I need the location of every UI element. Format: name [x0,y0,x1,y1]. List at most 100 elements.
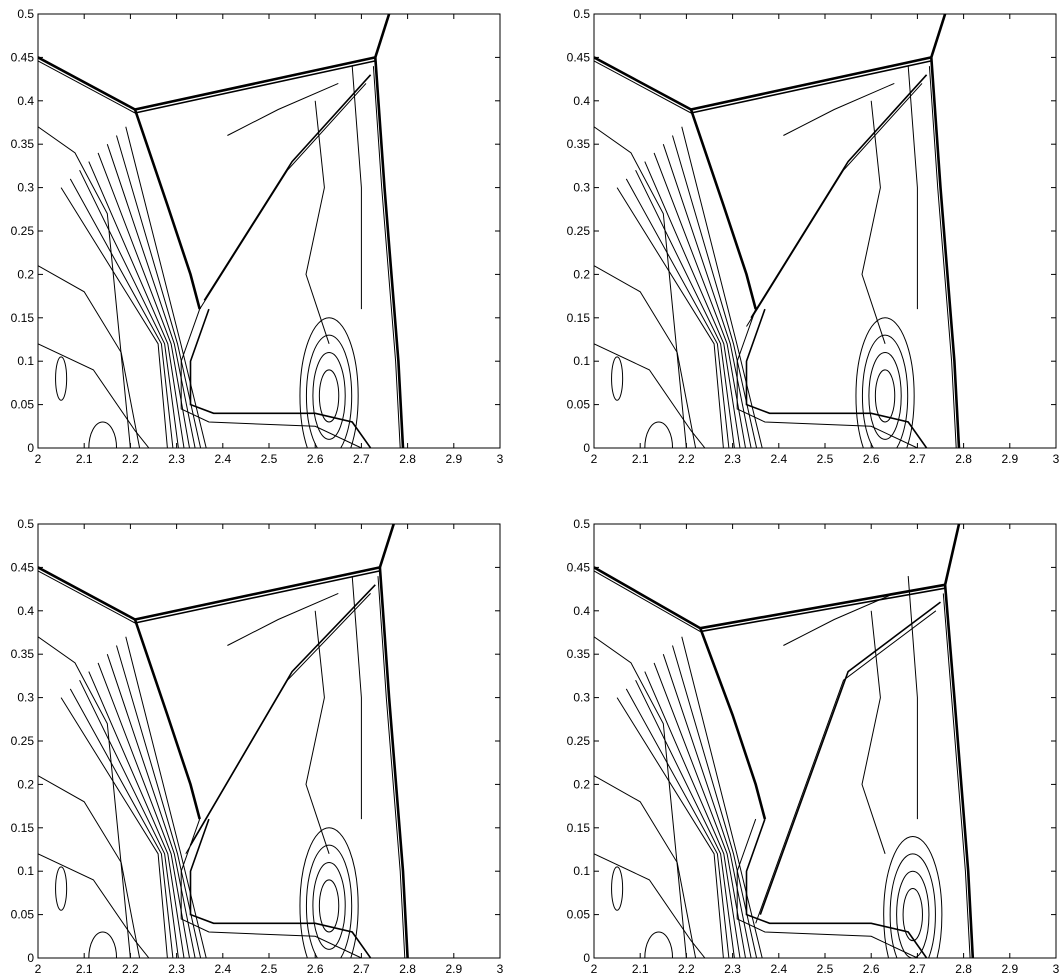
mach-stem-edge [942,593,971,958]
mach-stem-edge [377,576,406,958]
corner-contour [644,931,674,958]
wall-jet-outer [180,818,362,958]
expansion-contour [116,645,202,958]
contour-lines [38,524,409,958]
expansion-contour [125,126,207,448]
wall-jet-outer [736,308,918,448]
left-arc-contour [38,775,141,958]
wall-jet-outer [180,308,362,448]
incident-shock-edge [38,60,136,114]
y-tick-label: 0.3 [17,181,34,195]
expansion-contour [635,679,735,958]
y-tick-label: 0.45 [567,560,591,574]
reflected-shock [134,566,381,621]
y-tick-label: 0.35 [11,647,35,661]
x-tick-label: 2.3 [168,452,185,466]
left-arc-contour [594,265,697,448]
curved-shock [133,109,201,310]
wavy-contour [305,610,330,854]
y-tick-label: 0.5 [573,517,590,531]
x-tick-label: 2.4 [214,452,231,466]
slip-line [203,74,372,301]
expansion-contour [106,654,196,958]
incident-shock [38,56,136,111]
mach-stem [930,57,961,448]
incident-shock-edge [38,570,136,624]
contour-lines [594,14,961,448]
upper-shock [374,14,391,58]
expansion-contour [625,688,730,958]
left-arc-contour [594,636,687,958]
y-tick-label: 0.2 [573,267,590,281]
x-tick-label: 2.9 [445,452,462,466]
x-tick-label: 2.6 [307,452,324,466]
slip-line-edge [185,593,371,855]
expansion-contour [672,135,758,448]
wavy-contour [907,66,918,310]
x-tick-label: 2.6 [863,962,880,976]
contour-lines [38,14,405,448]
expansion-contour [681,126,763,448]
wavy-contour [227,82,339,136]
x-tick-label: 2.4 [214,962,231,976]
wall-jet [745,818,928,958]
mach-stem-edge [372,66,401,448]
expansion-contour [625,178,730,448]
y-tick-label: 0.25 [11,734,35,748]
mach-stem-edge [928,66,957,448]
expansion-contour [69,178,174,448]
y-tick-label: 0.2 [573,777,590,791]
expansion-contour [644,161,741,448]
y-tick-label: 0.4 [17,604,34,618]
expansion-contour [79,169,179,448]
x-tick-label: 2.9 [445,962,462,976]
corner-contour [644,421,674,448]
x-tick-label: 3 [497,962,504,976]
slip-line-edge [199,83,367,310]
x-tick-label: 2.2 [122,962,139,976]
x-tick-label: 2.6 [863,452,880,466]
x-tick-label: 2.3 [724,452,741,466]
y-tick-label: 0.05 [11,398,35,412]
expansion-contour [88,161,185,448]
left-arc-contour [38,265,141,448]
bow-contour-2 [305,844,353,958]
mach-stem [378,567,409,958]
x-tick-label: 2.2 [678,452,695,466]
x-tick-label: 2.8 [399,452,416,466]
y-tick-label: 0 [583,951,590,965]
x-tick-label: 2 [35,962,42,976]
slip-line-edge [746,83,923,327]
wavy-contour [783,82,895,136]
expansion-contour [662,654,752,958]
corner-contour [88,931,118,958]
x-tick-label: 2 [591,962,598,976]
left-arc-contour [38,126,131,448]
left-arc-contour [594,126,687,448]
left-arc-contour [594,853,706,958]
incident-shock-edge [594,60,692,114]
x-tick-label: 2.4 [770,962,787,976]
reflected-shock-edge [134,570,381,624]
x-tick-label: 3 [497,452,504,466]
bow-contour-2 [889,853,936,958]
x-tick-label: 2.8 [399,962,416,976]
reflected-shock-edge [690,60,932,114]
expansion-contour [616,187,724,448]
small-loop-contour [611,356,624,401]
y-tick-label: 0.15 [567,311,591,325]
bow-contour-3 [868,352,902,440]
bow-contour-3 [312,352,346,440]
y-tick-label: 0.15 [567,821,591,835]
x-tick-label: 2.9 [1001,962,1018,976]
x-tick-label: 2.5 [261,452,278,466]
bow-contour-3 [312,862,346,950]
y-tick-label: 0.1 [573,864,590,878]
expansion-contour [644,671,741,958]
y-tick-label: 0.35 [11,137,35,151]
reflected-shock [134,56,376,111]
reflected-shock-edge [700,587,946,633]
expansion-contour [635,169,735,448]
y-tick-label: 0.2 [17,267,34,281]
contour-panel-1: 2 2.1 2.2 2.3 2.4 2.5 2.6 2.7 2.8 2.9 3 0 0.05 0.1 0.1… [11,7,504,466]
